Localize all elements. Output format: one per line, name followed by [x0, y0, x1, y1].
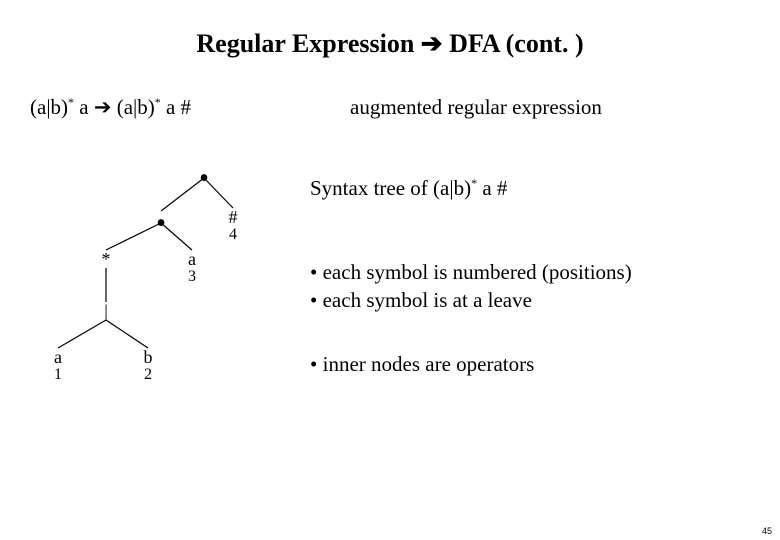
title-left: Regular Expression [196, 29, 420, 58]
tree-node-position: 4 [221, 227, 245, 244]
tree-node-label: b [136, 348, 160, 367]
augmented-regex-label: augmented regular expression [350, 95, 602, 120]
tree-node-position: 3 [180, 269, 204, 286]
rhs-pre: (a|b) [111, 95, 154, 119]
lhs-post: a [74, 95, 94, 119]
tree-node: * [94, 250, 118, 269]
right-arrow-icon: ➔ [94, 96, 112, 119]
syntax-tree-label: Syntax tree of (a|b)* a # [310, 176, 507, 201]
rhs-post: a # [161, 95, 191, 119]
title-right: DFA (cont. ) [443, 29, 584, 58]
tree-node: a1 [46, 348, 70, 384]
tree-node: b2 [136, 348, 160, 384]
tree-node: #4 [221, 208, 245, 244]
bullet-list-2: inner nodes are operators [310, 352, 534, 377]
augmented-regex-line: (a|b)* a ➔ (a|b)* a # [30, 95, 191, 120]
bullet-item: each symbol is at a leave [310, 286, 632, 314]
tree-node-position: 2 [136, 367, 160, 384]
tree-node: a3 [180, 250, 204, 286]
tree-node-label: a [46, 348, 70, 367]
bullet-item: inner nodes are operators [310, 352, 534, 377]
bullet-item: each symbol is numbered (positions) [310, 258, 632, 286]
tree-node-label: # [221, 208, 245, 227]
bullet-list-1: each symbol is numbered (positions) each… [310, 258, 632, 315]
syntax-pre: Syntax tree of (a|b) [310, 176, 471, 200]
tree-node-position: 1 [46, 367, 70, 384]
right-arrow-icon: ➔ [421, 28, 443, 58]
page-number: 45 [762, 526, 772, 536]
lhs-pre: (a|b) [30, 95, 68, 119]
tree-node-label: * [94, 250, 118, 269]
slide-title: Regular Expression ➔ DFA (cont. ) [0, 0, 780, 59]
syntax-post: a # [477, 176, 507, 200]
tree-node-label: | [94, 302, 118, 321]
tree-node-concat: • [198, 173, 210, 184]
tree-node-label: a [180, 250, 204, 269]
tree-node-concat: • [155, 218, 167, 229]
tree-node: | [94, 302, 118, 321]
